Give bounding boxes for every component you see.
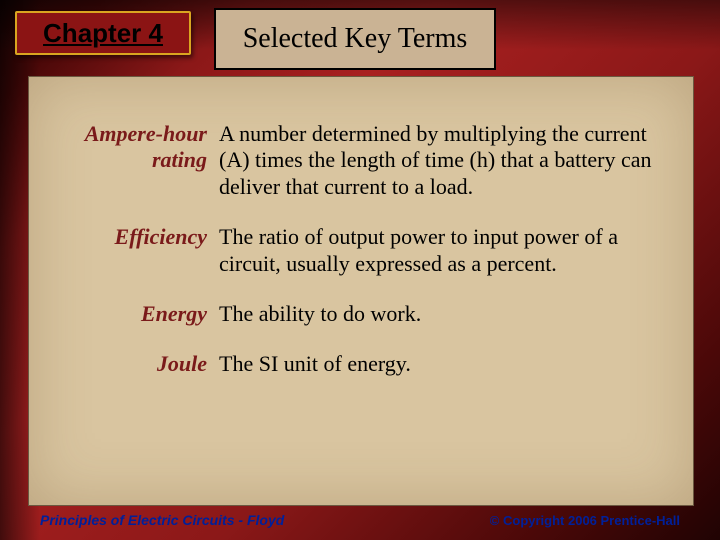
- content-panel: Ampere-hour rating A number determined b…: [28, 76, 694, 506]
- footer-left-text: Principles of Electric Circuits - Floyd: [40, 512, 284, 528]
- term-definition: A number determined by multiplying the c…: [219, 121, 673, 200]
- term-name: Ampere-hour rating: [29, 121, 219, 200]
- term-name: Joule: [29, 351, 219, 377]
- term-row: Energy The ability to do work.: [29, 301, 673, 327]
- term-definition: The ability to do work.: [219, 301, 673, 327]
- term-definition: The ratio of output power to input power…: [219, 224, 673, 277]
- term-row: Efficiency The ratio of output power to …: [29, 224, 673, 277]
- chapter-badge-text: Chapter 4: [43, 18, 163, 49]
- term-name: Efficiency: [29, 224, 219, 277]
- terms-list: Ampere-hour rating A number determined b…: [29, 121, 693, 402]
- term-row: Ampere-hour rating A number determined b…: [29, 121, 673, 200]
- term-row: Joule The SI unit of energy.: [29, 351, 673, 377]
- slide-title: Selected Key Terms: [243, 23, 468, 55]
- term-definition: The SI unit of energy.: [219, 351, 673, 377]
- chapter-badge: Chapter 4: [15, 11, 191, 55]
- footer-right-text: © Copyright 2006 Prentice-Hall: [490, 513, 680, 528]
- title-box: Selected Key Terms: [214, 8, 496, 70]
- term-name: Energy: [29, 301, 219, 327]
